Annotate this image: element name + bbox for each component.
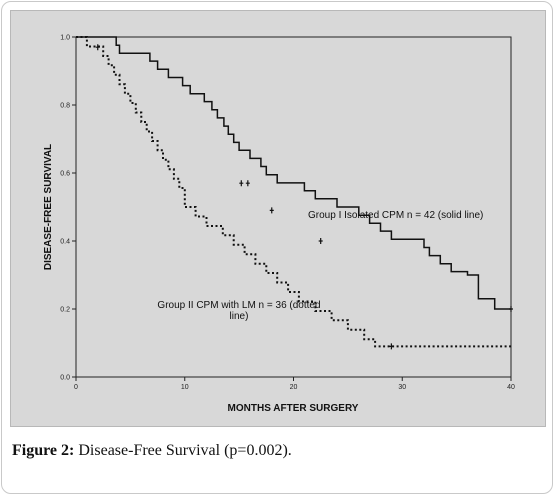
y-axis-label: DISEASE-FREE SURVIVAL: [43, 144, 54, 270]
annotation-2-line-1: Group II CPM with LM n = 36 (dotted: [157, 300, 320, 311]
annotation-1-line-1: Group I Isolated CPM n = 42 (solid line): [308, 210, 483, 221]
x-axis-ticks: 0 10 20 30 40: [74, 377, 515, 391]
censor-mark: [509, 306, 513, 312]
survival-chart: 0.0 0.2 0.4 0.6 0.8 1.0 0 10 20 30 40 MONTHS AFTE…: [43, 35, 515, 415]
y-tick-label: 0.4: [60, 239, 70, 246]
y-axis-ticks: 0.0 0.2 0.4 0.6 0.8 1.0: [60, 35, 76, 382]
caption-label: Figure 2:: [12, 442, 75, 459]
censor-layer: [95, 44, 513, 350]
censor-mark: [318, 238, 323, 244]
x-tick-label: 10: [181, 384, 189, 391]
series-line-1: [76, 36, 511, 310]
x-tick-label: 0: [74, 384, 78, 391]
y-tick-label: 0.0: [60, 375, 70, 382]
censor-mark: [269, 207, 274, 214]
censor-mark: [239, 180, 244, 187]
figure-caption: Figure 2: Disease-Free Survival (p=0.002…: [12, 442, 542, 460]
censor-mark: [245, 180, 250, 187]
series-layer: [76, 36, 511, 348]
y-tick-label: 0.6: [60, 171, 70, 178]
annotations: Group I Isolated CPM n = 42 (solid line)…: [157, 210, 483, 322]
series-line-2: [76, 36, 511, 348]
x-tick-label: 20: [290, 384, 298, 391]
y-tick-label: 0.8: [60, 103, 70, 110]
annotation-2-line-2: line): [230, 311, 249, 322]
x-tick-label: 30: [398, 384, 406, 391]
y-tick-label: 0.2: [60, 307, 70, 314]
chart-figure: 0.0 0.2 0.4 0.6 0.8 1.0 0 10 20 30 40 MONTHS AFTE…: [10, 10, 546, 427]
censor-mark: [95, 44, 100, 51]
censor-mark: [389, 343, 394, 350]
x-tick-label: 40: [507, 384, 515, 391]
y-tick-label: 1.0: [60, 35, 70, 42]
x-axis-label: MONTHS AFTER SURGERY: [228, 403, 359, 414]
plot-area: [75, 36, 512, 378]
caption-text: Disease-Free Survival (p=0.002).: [78, 442, 292, 459]
